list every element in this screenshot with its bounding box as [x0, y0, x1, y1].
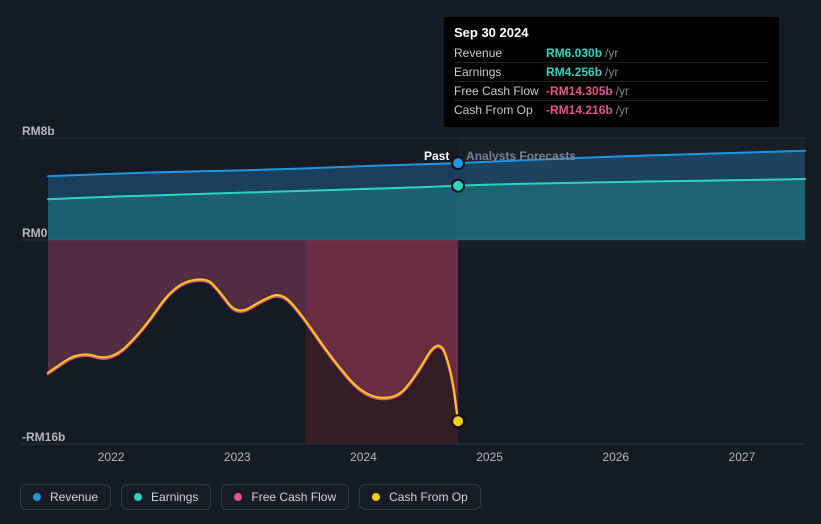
- revenue-legend-dot: [33, 493, 41, 501]
- tooltip-row-value: -RM14.305b: [546, 84, 613, 98]
- x-tick-label: 2027: [729, 450, 756, 464]
- legend-item-label: Cash From Op: [389, 490, 468, 504]
- x-tick-label: 2025: [476, 450, 503, 464]
- legend-item-fcf[interactable]: Free Cash Flow: [221, 484, 349, 510]
- cfop-legend-dot: [372, 493, 380, 501]
- data-tooltip: Sep 30 2024 RevenueRM6.030b/yrEarningsRM…: [444, 17, 779, 127]
- tooltip-row: RevenueRM6.030b/yr: [454, 44, 769, 62]
- earnings-cursor-marker: [452, 180, 464, 192]
- tooltip-row-suffix: /yr: [616, 103, 629, 117]
- tooltip-row: EarningsRM4.256b/yr: [454, 62, 769, 81]
- tooltip-row-label: Earnings: [454, 65, 546, 79]
- x-tick-label: 2022: [98, 450, 125, 464]
- x-tick-label: 2023: [224, 450, 251, 464]
- tooltip-row-suffix: /yr: [605, 46, 618, 60]
- tooltip-row-value: RM6.030b: [546, 46, 602, 60]
- legend-item-revenue[interactable]: Revenue: [20, 484, 111, 510]
- legend-item-label: Earnings: [151, 490, 198, 504]
- tooltip-date: Sep 30 2024: [454, 25, 769, 40]
- y-tick-label: RM0: [22, 226, 47, 240]
- tooltip-row-suffix: /yr: [616, 84, 629, 98]
- tooltip-row-label: Revenue: [454, 46, 546, 60]
- past-section-label: Past: [424, 149, 449, 163]
- x-tick-label: 2024: [350, 450, 377, 464]
- chart-container: RM8b RM0 -RM16b 2022 2023 2024 2025 2026 2027 P…: [0, 0, 821, 524]
- tooltip-row-value: RM4.256b: [546, 65, 602, 79]
- revenue-cursor-marker: [452, 157, 464, 169]
- y-tick-label: -RM16b: [22, 430, 65, 444]
- earnings-legend-dot: [134, 493, 142, 501]
- tooltip-row: Cash From Op-RM14.216b/yr: [454, 100, 769, 119]
- legend: Revenue Earnings Free Cash Flow Cash From O…: [20, 484, 481, 510]
- legend-item-earnings[interactable]: Earnings: [121, 484, 211, 510]
- tooltip-row-label: Free Cash Flow: [454, 84, 546, 98]
- tooltip-row: Free Cash Flow-RM14.305b/yr: [454, 81, 769, 100]
- tooltip-row-suffix: /yr: [605, 65, 618, 79]
- legend-item-cfop[interactable]: Cash From Op: [359, 484, 481, 510]
- legend-item-label: Free Cash Flow: [251, 490, 336, 504]
- y-tick-label: RM8b: [22, 124, 55, 138]
- tooltip-row-value: -RM14.216b: [546, 103, 613, 117]
- cfop-cursor-marker: [452, 415, 464, 427]
- fcf-legend-dot: [234, 493, 242, 501]
- forecast-section-label: Analysts Forecasts: [466, 149, 576, 163]
- legend-item-label: Revenue: [50, 490, 98, 504]
- tooltip-row-label: Cash From Op: [454, 103, 546, 117]
- x-tick-label: 2026: [602, 450, 629, 464]
